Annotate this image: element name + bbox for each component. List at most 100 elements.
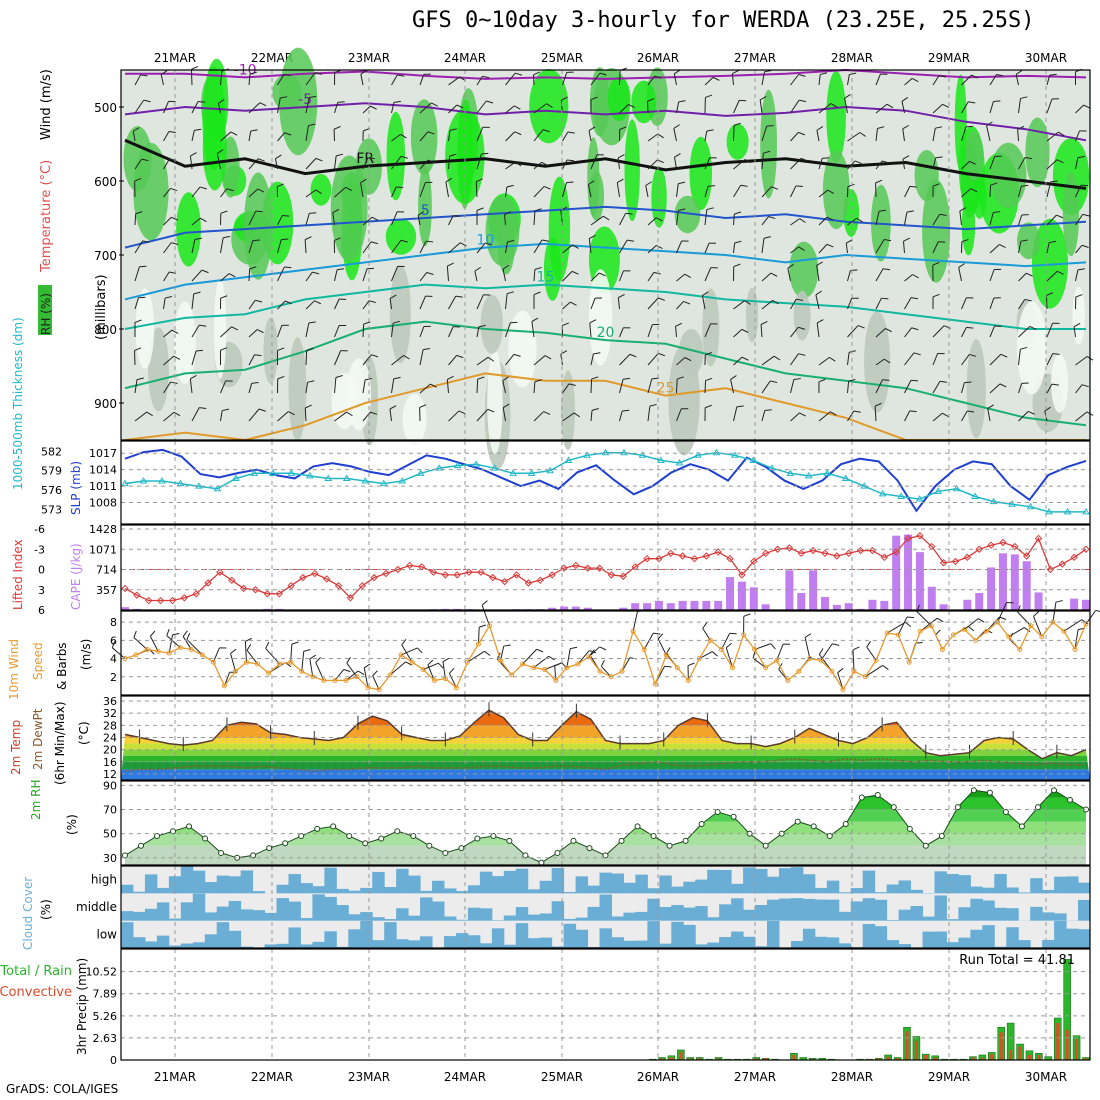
barb-shaft xyxy=(902,241,905,254)
barb-flag xyxy=(134,347,142,351)
cloud-bar xyxy=(216,906,230,921)
wind-barb xyxy=(134,74,148,86)
barb-flag xyxy=(1083,104,1091,109)
barb-shaft xyxy=(248,383,253,394)
barb-flag xyxy=(534,379,542,383)
barb-flag xyxy=(534,208,542,212)
wind-barb xyxy=(419,347,431,366)
cloud-bar xyxy=(647,921,660,948)
cloud-bar xyxy=(276,898,289,921)
barb-flag xyxy=(265,641,270,649)
barb-shaft xyxy=(419,131,429,142)
thickness-marker xyxy=(749,456,758,463)
wind-barb xyxy=(790,99,807,114)
cloud-bar xyxy=(767,920,780,948)
lifted-index-marker xyxy=(631,563,639,571)
barb-flag xyxy=(370,241,378,245)
precip-frame xyxy=(120,948,1091,1061)
wind-barb xyxy=(417,210,425,226)
wind-barb xyxy=(875,328,892,338)
barb-shaft xyxy=(248,354,255,366)
wind-barb xyxy=(647,98,655,114)
wind-barb xyxy=(391,211,405,226)
lifted-index-marker xyxy=(121,584,129,593)
cloud-bar xyxy=(862,870,876,894)
rh-marker xyxy=(330,823,337,830)
wind-barb xyxy=(1075,384,1089,394)
wind-speed-marker xyxy=(950,632,956,638)
barb-shaft xyxy=(721,632,731,650)
barb-shaft xyxy=(149,636,159,652)
thickness-marker xyxy=(1082,507,1090,515)
barb-flag xyxy=(199,407,207,409)
barb-flag xyxy=(658,297,665,301)
credit-label: GrADS: COLA/IGES xyxy=(6,1082,119,1096)
barb-flag xyxy=(966,326,974,329)
cloud-bar xyxy=(132,891,146,894)
barb-flag xyxy=(882,160,890,164)
barb-shaft xyxy=(277,74,285,86)
millibars-axis-label: (millibars) xyxy=(94,274,109,340)
barb-flag xyxy=(1000,353,1008,358)
barb-flag xyxy=(734,240,742,244)
cape-bar xyxy=(654,600,663,610)
cloud-bar xyxy=(384,886,397,894)
wind-barb xyxy=(761,272,778,282)
barb-shaft xyxy=(815,294,820,310)
barb-flag xyxy=(503,644,511,647)
barb-flag xyxy=(599,646,607,651)
lifted-index-marker xyxy=(572,561,580,570)
date-label-bottom: 26MAR xyxy=(637,1070,679,1084)
barb-shaft xyxy=(589,322,592,338)
barb-shaft xyxy=(761,125,768,142)
wind-barb xyxy=(590,215,610,226)
cloud-bar xyxy=(790,898,804,921)
cloud-bar xyxy=(360,912,373,921)
thickness-marker xyxy=(472,460,481,467)
barb-flag xyxy=(882,379,890,381)
wind-barb xyxy=(166,628,181,648)
precip-convective-bar xyxy=(1084,1058,1088,1060)
barb-flag xyxy=(372,670,378,677)
barb-flag xyxy=(647,98,655,102)
precip-convective-bar xyxy=(1075,1039,1079,1060)
barb-shaft xyxy=(1046,323,1053,338)
barb-shaft xyxy=(1018,272,1027,282)
barb-shaft xyxy=(423,662,439,670)
wind-barb xyxy=(932,261,940,282)
barb-flag xyxy=(589,234,596,240)
barb-shaft xyxy=(448,130,451,142)
barbs-axis-label: & Barbs xyxy=(55,642,69,690)
barb-flag xyxy=(143,99,151,103)
rh-marker xyxy=(826,833,833,840)
wind-barb xyxy=(674,153,681,170)
wind-speed-marker xyxy=(1061,628,1067,634)
barb-shaft xyxy=(790,353,799,366)
barb-flag xyxy=(160,70,168,75)
barb-flag xyxy=(548,655,555,661)
barb-shaft xyxy=(362,268,368,282)
barb-shaft xyxy=(961,354,970,366)
rh-tick: 30 xyxy=(103,852,117,865)
barb-flag xyxy=(736,405,744,408)
wind-barb xyxy=(704,157,717,170)
wind-barb xyxy=(446,375,454,394)
wind-barb xyxy=(731,69,739,86)
rh-contour xyxy=(1062,172,1080,257)
barb-shaft xyxy=(305,300,315,310)
barb-flag xyxy=(999,244,1006,249)
barb-shaft xyxy=(787,268,791,282)
barb-shaft xyxy=(989,353,1002,366)
wind-barb xyxy=(997,602,1014,623)
wind-barb xyxy=(277,132,292,142)
cloud-percent-label: (%) xyxy=(39,899,53,920)
barb-shaft xyxy=(277,325,283,338)
barb-shaft xyxy=(818,244,828,254)
barb-flag xyxy=(138,296,146,299)
barb-flag xyxy=(360,178,367,184)
cloud-bar xyxy=(1066,928,1079,948)
wind-barb xyxy=(448,104,464,114)
barb-shaft xyxy=(248,329,258,338)
precip-total-label: Total / Rain xyxy=(0,964,72,979)
barb-flag xyxy=(734,211,742,215)
